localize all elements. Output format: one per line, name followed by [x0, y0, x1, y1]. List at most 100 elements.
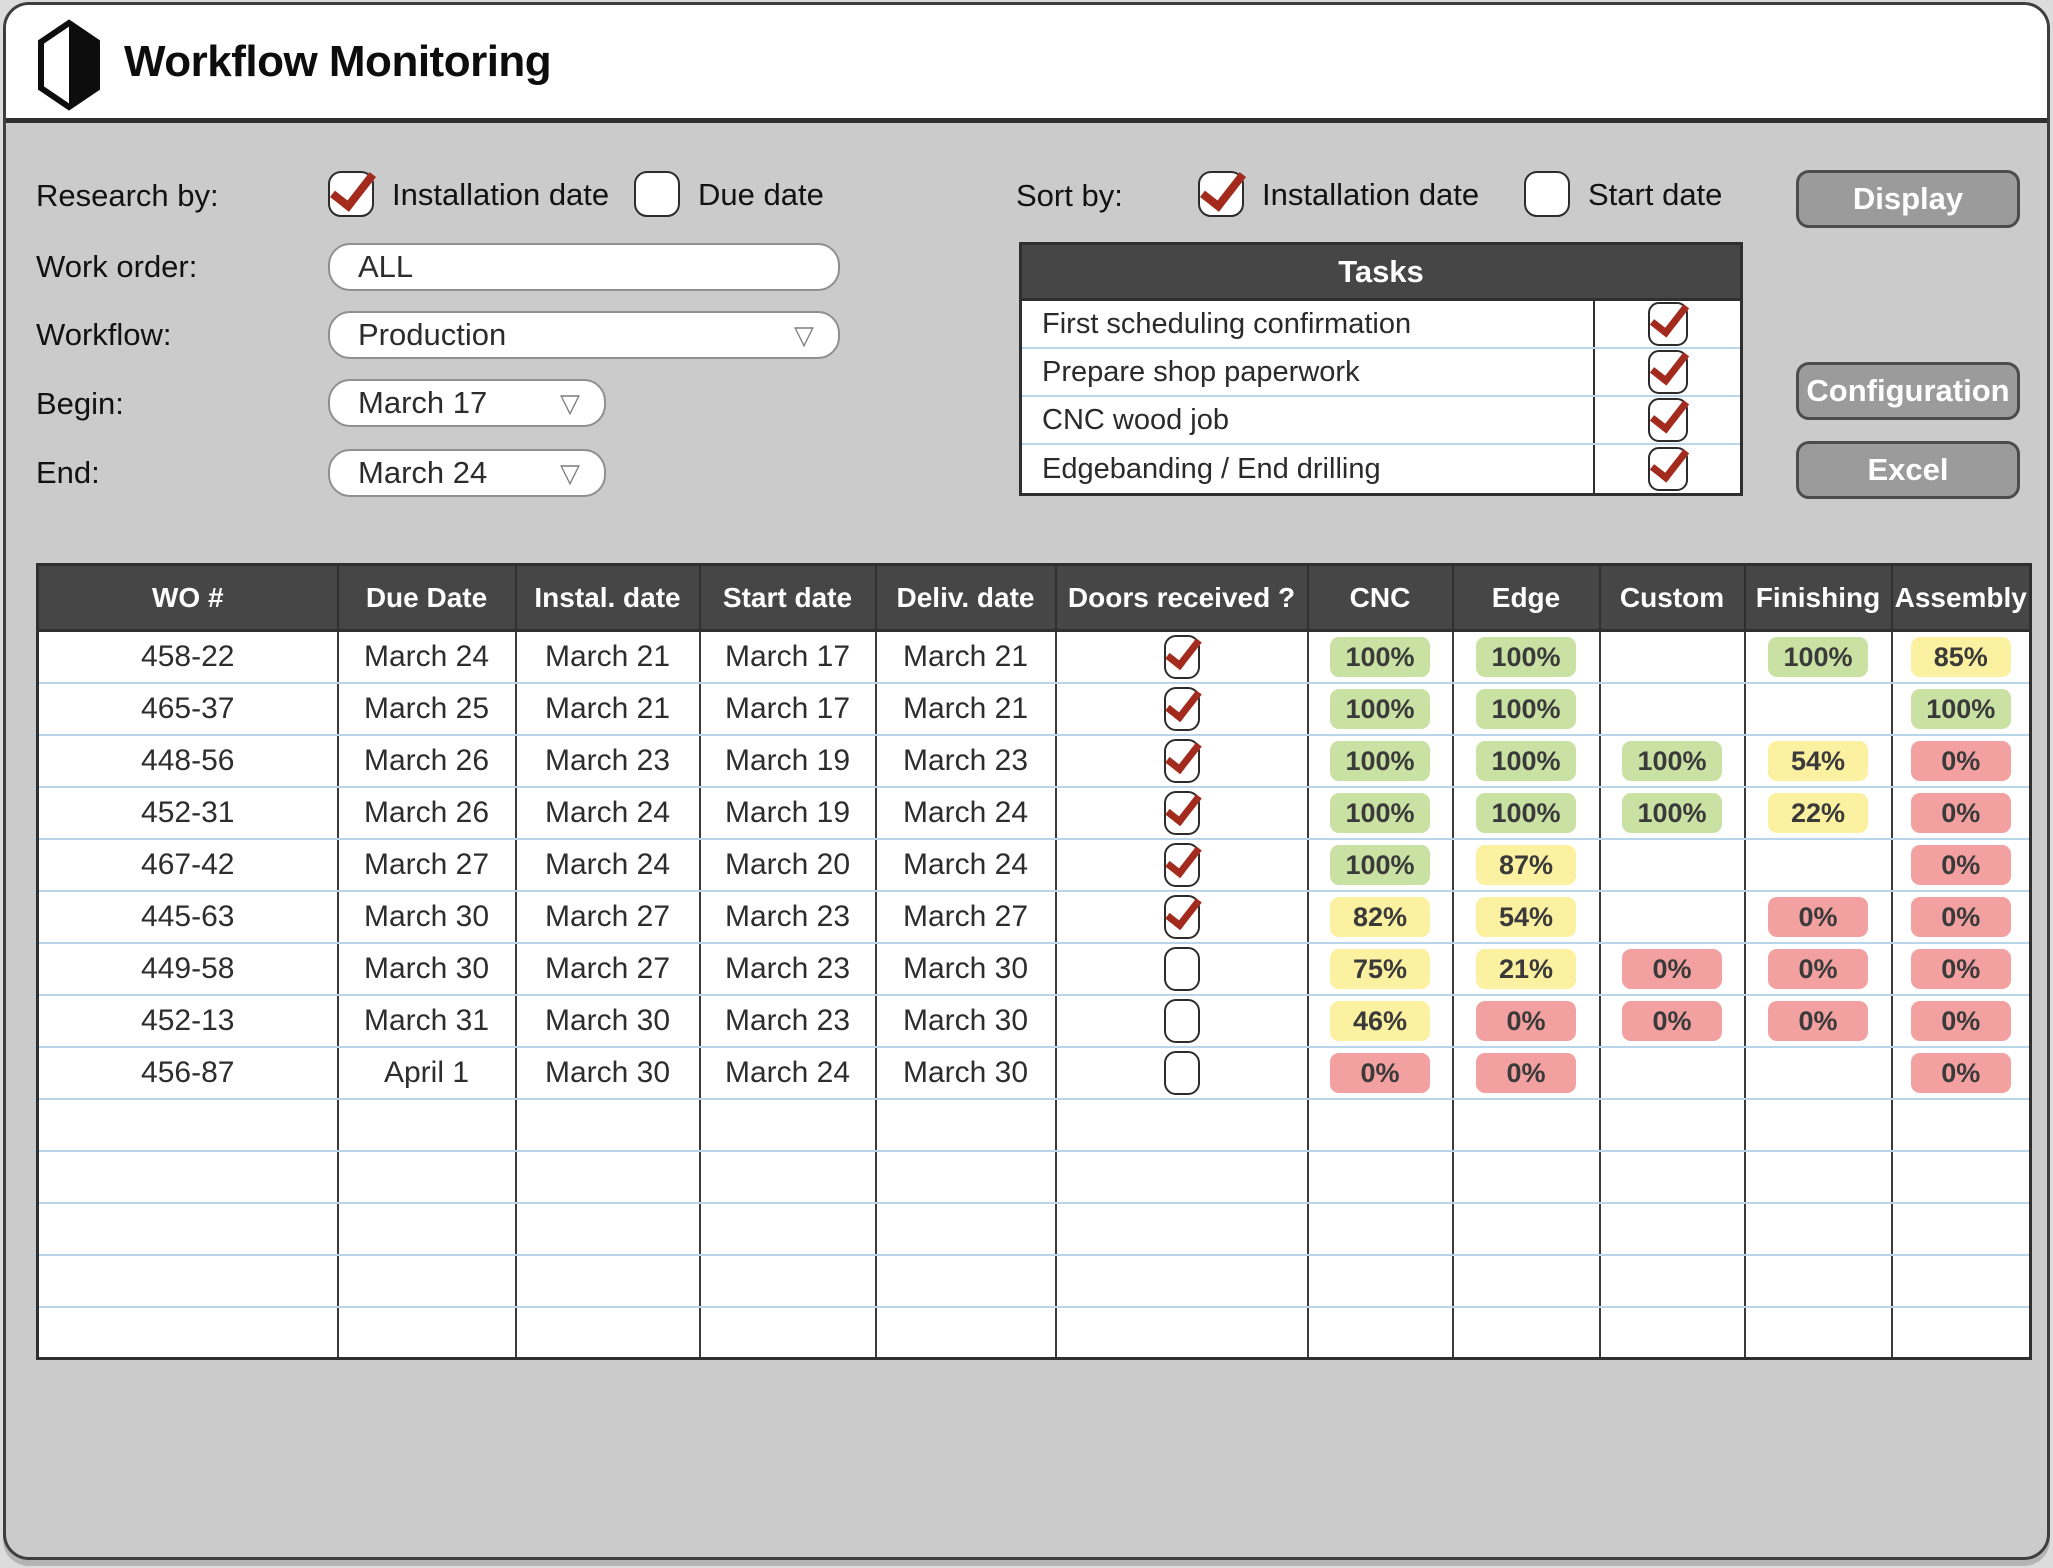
doors-received-checkbox[interactable]	[1163, 1050, 1200, 1095]
custom-progress-cell	[1598, 890, 1745, 944]
empty-cell	[514, 1098, 700, 1152]
task-checkbox[interactable]	[1647, 398, 1688, 442]
doors-received-checkbox[interactable]	[1163, 998, 1200, 1043]
begin-date-value: March 17	[358, 385, 488, 420]
table-row: 458-22 March 24 March 21 March 17 March 21 10…	[37, 630, 2031, 684]
edge-progress-cell: 0%	[1451, 994, 1600, 1048]
start-date-cell: March 19	[698, 734, 876, 788]
page-title: Workflow Monitoring	[124, 36, 552, 86]
sort-by-label: Sort by:	[1016, 178, 1123, 213]
due-date-cell: April 1	[336, 1046, 516, 1100]
work-orders-table: WO # Due Date Instal. date Start date Deliv.…	[36, 563, 2032, 1360]
excel-button[interactable]: Excel	[1796, 441, 2020, 499]
assembly-progress-chip: 100%	[1910, 688, 2011, 729]
workflow-label: Workflow:	[36, 317, 172, 352]
sort-installation-date-checkbox[interactable]	[1198, 171, 1244, 217]
edge-progress-cell: 100%	[1451, 734, 1600, 788]
empty-cell	[1054, 1254, 1308, 1308]
display-button[interactable]: Display	[1796, 170, 2020, 228]
edge-progress-chip: 0%	[1476, 1000, 1576, 1041]
sort-start-date-checkbox[interactable]	[1524, 171, 1570, 217]
empty-row	[37, 1306, 2031, 1360]
empty-cell	[37, 1150, 338, 1204]
deliv-date-cell: March 21	[874, 630, 1056, 684]
task-checkbox[interactable]	[1647, 447, 1688, 491]
table-row: 449-58 March 30 March 27 March 23 March 30 75…	[37, 942, 2031, 996]
cnc-progress-cell: 82%	[1306, 890, 1453, 944]
empty-cell	[514, 1306, 700, 1360]
assembly-progress-chip: 0%	[1910, 844, 2011, 885]
empty-row	[37, 1202, 2031, 1256]
custom-progress-chip: 0%	[1622, 1000, 1722, 1041]
doors-received-checkbox[interactable]	[1163, 738, 1200, 783]
workflow-select[interactable]: Production ▽	[328, 311, 840, 359]
empty-cell	[514, 1150, 700, 1204]
wo-cell: 458-22	[37, 630, 338, 684]
finishing-progress-chip: 0%	[1768, 896, 1868, 937]
empty-cell	[1054, 1306, 1308, 1360]
instal-date-cell: March 21	[514, 630, 700, 684]
task-check-cell	[1595, 445, 1740, 493]
doors-received-checkbox[interactable]	[1163, 634, 1200, 679]
edge-progress-cell: 54%	[1451, 890, 1600, 944]
doors-received-cell	[1054, 994, 1308, 1048]
start-date-cell: March 23	[698, 994, 876, 1048]
cnc-progress-chip: 100%	[1330, 636, 1430, 677]
chevron-down-icon: ▽	[560, 458, 580, 488]
configuration-button[interactable]: Configuration	[1796, 362, 2020, 420]
empty-cell	[1743, 1306, 1892, 1360]
assembly-progress-chip: 0%	[1910, 1052, 2011, 1093]
assembly-progress-chip: 0%	[1910, 1000, 2011, 1041]
edge-progress-cell: 100%	[1451, 682, 1600, 736]
task-checkbox[interactable]	[1647, 350, 1688, 394]
finishing-progress-cell: 54%	[1743, 734, 1892, 788]
research-due-date-checkbox[interactable]	[634, 171, 680, 217]
empty-cell	[1598, 1202, 1745, 1256]
doors-received-cell	[1054, 682, 1308, 736]
start-date-cell: March 23	[698, 942, 876, 996]
doors-received-cell	[1054, 786, 1308, 840]
finishing-progress-cell: 22%	[1743, 786, 1892, 840]
doors-received-checkbox[interactable]	[1163, 842, 1200, 887]
empty-cell	[1306, 1254, 1453, 1308]
custom-progress-cell	[1598, 630, 1745, 684]
custom-progress-chip: 100%	[1622, 740, 1722, 781]
instal-date-cell: March 30	[514, 994, 700, 1048]
work-order-input[interactable]	[328, 243, 840, 291]
table-row: 452-31 March 26 March 24 March 19 March 24 10…	[37, 786, 2031, 840]
empty-cell	[1451, 1306, 1600, 1360]
edge-progress-cell: 21%	[1451, 942, 1600, 996]
chevron-down-icon: ▽	[794, 320, 814, 350]
edge-progress-chip: 54%	[1476, 896, 1576, 937]
research-installation-date-checkbox[interactable]	[328, 171, 374, 217]
doors-received-checkbox[interactable]	[1163, 790, 1200, 835]
research-due-date-label: Due date	[698, 177, 824, 212]
empty-cell	[1743, 1254, 1892, 1308]
empty-cell	[1890, 1306, 2031, 1360]
start-date-cell: March 17	[698, 682, 876, 736]
edge-progress-chip: 100%	[1476, 636, 1576, 677]
table-row: 448-56 March 26 March 23 March 19 March 23 10…	[37, 734, 2031, 788]
doors-received-checkbox[interactable]	[1163, 946, 1200, 991]
doors-received-cell	[1054, 942, 1308, 996]
task-checkbox[interactable]	[1647, 302, 1688, 346]
column-header: Start date	[698, 564, 876, 632]
custom-progress-cell: 0%	[1598, 942, 1745, 996]
finishing-progress-cell	[1743, 838, 1892, 892]
instal-date-cell: March 21	[514, 682, 700, 736]
edge-progress-chip: 21%	[1476, 948, 1576, 989]
end-date-select[interactable]: March 24 ▽	[328, 449, 606, 497]
cnc-progress-cell: 75%	[1306, 942, 1453, 996]
empty-cell	[336, 1098, 516, 1152]
custom-progress-cell	[1598, 1046, 1745, 1100]
doors-received-checkbox[interactable]	[1163, 686, 1200, 731]
cnc-progress-cell: 100%	[1306, 838, 1453, 892]
doors-received-checkbox[interactable]	[1163, 894, 1200, 939]
wo-cell: 467-42	[37, 838, 338, 892]
finishing-progress-cell	[1743, 682, 1892, 736]
empty-cell	[37, 1202, 338, 1256]
assembly-progress-chip: 0%	[1910, 792, 2011, 833]
empty-cell	[336, 1254, 516, 1308]
begin-date-select[interactable]: March 17 ▽	[328, 379, 606, 427]
end-label: End:	[36, 455, 100, 490]
